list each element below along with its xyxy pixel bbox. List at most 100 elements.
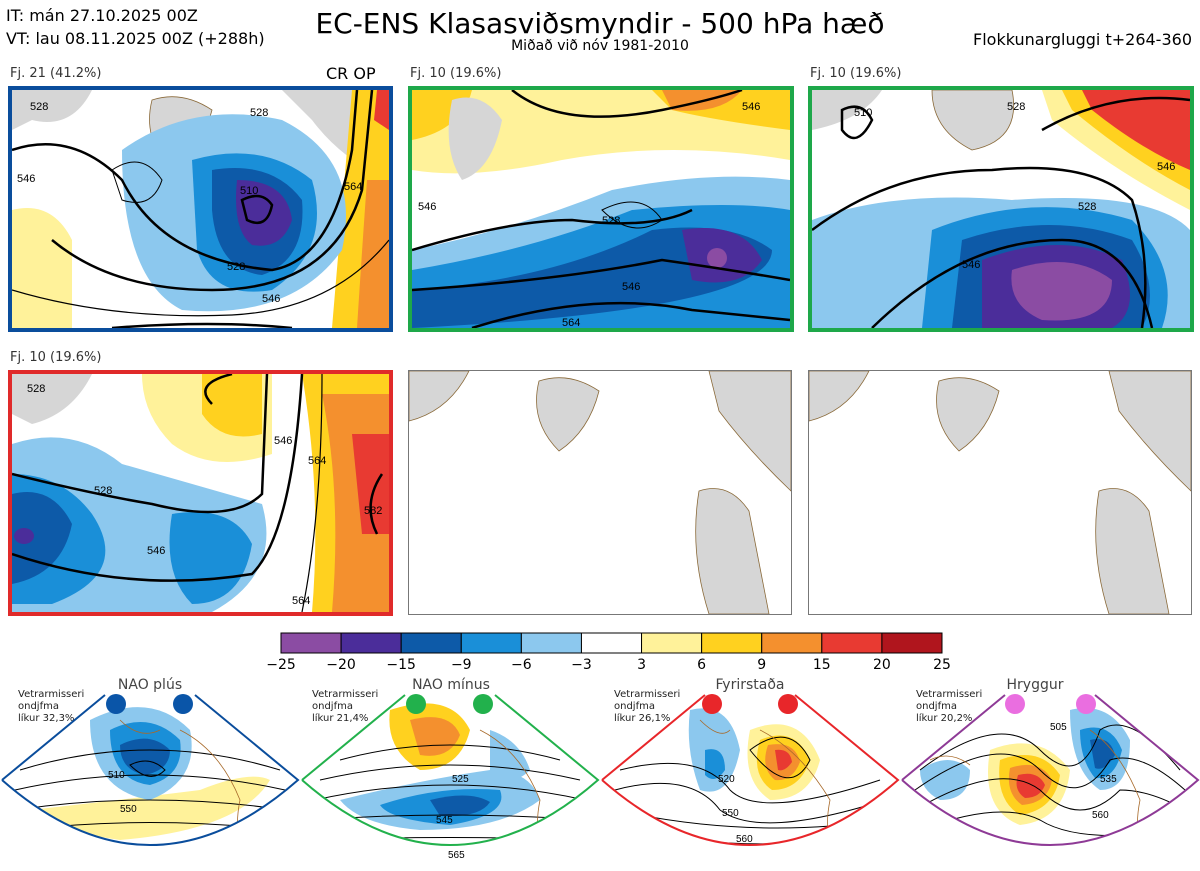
contour-label: 528 (94, 485, 112, 497)
anomaly-min (1011, 262, 1112, 321)
land-mass (12, 90, 92, 130)
colorbar-swatch (340, 632, 402, 654)
empty-map-1-canvas (409, 371, 791, 614)
cluster-map-3[interactable]: 510 528 528 546 546 (808, 86, 1194, 332)
regime-1-dot (173, 694, 193, 714)
cluster-map-2-canvas: 546 528 546 546 564 (412, 90, 790, 328)
page-title: EC-ENS Klasasviðsmyndir - 500 hPa hæð (315, 7, 885, 40)
colorbar-tick-label: −15 (386, 657, 416, 673)
run-info: IT: mán 27.10.2025 00Z VT: lau 08.11.202… (6, 4, 265, 50)
land-mass (12, 374, 92, 424)
colorbar-tick-label: 20 (872, 657, 891, 673)
panel-2-caption: Fj. 10 (19.6%) (410, 66, 502, 81)
empty-map-1 (408, 370, 792, 615)
contour-label: 546 (418, 201, 436, 213)
anomaly-positive (202, 374, 262, 437)
cluster-map-4[interactable]: 528 528 546 546 564 582 564 (8, 370, 393, 616)
contour-label: 535 (1100, 774, 1117, 785)
regime-info-line: Vetrarmisseri (312, 689, 379, 700)
colorbar-swatch (761, 632, 823, 654)
contour-label: 550 (722, 808, 739, 819)
regime-info-line: Vetrarmisseri (18, 689, 85, 700)
contour-label: 525 (452, 774, 469, 785)
colorbar-tick-label: 9 (757, 657, 767, 673)
regime-info-line: Vetrarmisseri (916, 689, 983, 700)
cluster-map-2[interactable]: 546 528 546 546 564 (408, 86, 794, 332)
regime-map-ridge[interactable]: 505 535 560 (900, 690, 1200, 871)
colorbar-tick-label: 15 (812, 657, 831, 673)
anomaly-positive (374, 90, 389, 130)
contour-label: 528 (27, 383, 45, 395)
empty-map-2 (808, 370, 1192, 615)
regime-map-nao-minus[interactable]: 525 545 565 (300, 690, 600, 871)
regime-info-line: ondjfma (18, 701, 59, 712)
colorbar-swatch (520, 632, 582, 654)
greenland-landmass (448, 97, 502, 180)
contour-label: 560 (736, 834, 753, 845)
greenland-landmass (931, 90, 1014, 151)
cluster-map-3-canvas: 510 528 528 546 546 (812, 90, 1190, 328)
colorbar-tick-label: −6 (511, 657, 532, 673)
cluster-map-1-canvas: 528 510 528 546 564 546 528 (12, 90, 389, 328)
regime-info-line: ondjfma (312, 701, 353, 712)
regime-info-line: ondjfma (614, 701, 655, 712)
colorbar-tick-label: −3 (571, 657, 592, 673)
regime-4-dot (1005, 694, 1025, 714)
classification-window: Flokkunargluggi t+264-360 (973, 30, 1192, 49)
contour-label: 550 (120, 804, 137, 815)
page-subtitle: Miðað við nóv 1981-2010 (511, 38, 689, 54)
contour-label: 528 (1007, 101, 1025, 113)
contour-label: 546 (1157, 161, 1175, 173)
regime-4-info: Vetrarmisseri ondjfma líkur 20,2% (916, 689, 982, 725)
cluster-map-1[interactable]: 528 510 528 546 564 546 528 (8, 86, 393, 332)
colorbar-tick-label: −25 (266, 657, 296, 673)
colorbar-tick-label: 3 (637, 657, 646, 673)
regime-4-dot (1076, 694, 1096, 714)
empty-map-2-canvas (809, 371, 1191, 614)
regime-1-title: NAO plús (117, 677, 183, 693)
regime-3-title: Fyrirstaða (715, 677, 785, 693)
contour-label: 528 (30, 101, 48, 113)
regime-info-line: líkur 32,3% (18, 713, 75, 724)
colorbar-swatch (641, 632, 703, 654)
regime-2-dot (406, 694, 426, 714)
colorbar-swatch (821, 632, 883, 654)
panel-3-caption: Fj. 10 (19.6%) (810, 66, 902, 81)
contour-label: 546 (147, 545, 165, 557)
anomaly-min (14, 528, 34, 544)
panel-1-caption: Fj. 21 (41.2%) (10, 66, 102, 81)
anomaly-positive (352, 434, 389, 534)
land-mass (812, 90, 882, 130)
regime-1-dot (106, 694, 126, 714)
colorbar-tick-label: −20 (326, 657, 356, 673)
regime-info-line: ondjfma (916, 701, 957, 712)
colorbar-swatch (701, 632, 763, 654)
anomaly-positive (12, 208, 72, 328)
contour-label: 510 (240, 185, 258, 197)
contour-label: 564 (308, 455, 326, 467)
anomaly-negative (412, 227, 772, 328)
regime-info-line: líkur 26,1% (614, 713, 671, 724)
regime-info-line: líkur 20,2% (916, 713, 973, 724)
regime-4-title: Hryggur (1006, 677, 1064, 693)
regime-2-info: Vetrarmisseri ondjfma líkur 21,4% (312, 689, 378, 725)
regime-map-nao-plus[interactable]: 510 550 (0, 690, 300, 871)
contour-label: 546 (262, 293, 280, 305)
contour-label: 545 (436, 815, 453, 826)
regime-info-line: líkur 21,4% (312, 713, 369, 724)
contour-label: 564 (292, 595, 310, 607)
regime-2-title: NAO mínus (412, 677, 490, 693)
regime-2-dot (473, 694, 493, 714)
regime-3-dot (702, 694, 722, 714)
regime-3-info: Vetrarmisseri ondjfma líkur 26,1% (614, 689, 680, 725)
regime-map-blocking[interactable]: 520 550 560 (600, 690, 900, 871)
panel-1-member-label: CR OP (326, 64, 376, 83)
contour-label: 528 (602, 215, 620, 227)
contour-label: 528 (1078, 201, 1096, 213)
colorbar-swatch (460, 632, 522, 654)
contour-label: 528 (227, 261, 245, 273)
contour-label: 520 (718, 774, 735, 785)
colorbar-swatch (580, 632, 643, 654)
contour-label: 510 (108, 770, 125, 781)
contour-label: 510 (854, 107, 872, 119)
